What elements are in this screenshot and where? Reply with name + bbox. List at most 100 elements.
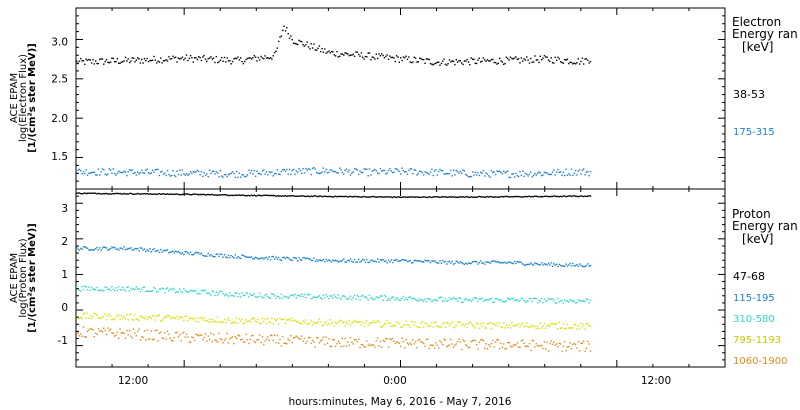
proton-point-310-580	[244, 294, 246, 296]
proton-point-795-1193	[535, 328, 537, 330]
electron-point-38-53	[150, 59, 152, 62]
proton-point-115-195	[482, 262, 485, 264]
proton-point-47-68	[480, 196, 482, 198]
proton-point-795-1193	[311, 324, 314, 326]
proton-point-115-195	[429, 261, 432, 264]
proton-point-47-68	[583, 195, 585, 198]
proton-point-795-1193	[89, 315, 91, 317]
proton-point-47-68	[497, 196, 499, 198]
proton-point-310-580	[151, 290, 154, 292]
proton-point-795-1193	[265, 323, 268, 325]
proton-legend-unit: [keV]	[742, 232, 773, 246]
proton-ytick-label: 0	[61, 302, 68, 314]
electron-ylabel-line: log(Electron Flux)	[18, 54, 29, 142]
proton-point-795-1193	[198, 321, 200, 323]
proton-point-1060-1900	[124, 337, 127, 339]
electron-point-38-53	[362, 56, 364, 58]
electron-point-175-315	[475, 174, 478, 176]
electron-point-38-53	[395, 55, 398, 57]
proton-point-795-1193	[202, 319, 204, 321]
electron-point-38-53	[166, 60, 169, 62]
proton-point-310-580	[443, 300, 445, 302]
proton-point-47-68	[305, 195, 307, 198]
proton-point-47-68	[419, 196, 421, 198]
electron-point-175-315	[139, 172, 142, 174]
proton-ylabel-line: log(Proton Flux)	[18, 238, 29, 317]
proton-point-115-195	[534, 262, 536, 264]
proton-point-47-68	[318, 195, 321, 197]
electron-point-38-53	[516, 58, 518, 60]
electron-point-175-315	[211, 170, 213, 173]
proton-point-47-68	[531, 195, 533, 198]
electron-point-38-53	[135, 59, 137, 61]
proton-point-115-195	[302, 257, 304, 259]
proton-point-47-68	[158, 193, 161, 195]
electron-ylabel-line: [1/(cm²s ster MeV)]	[27, 43, 38, 152]
proton-point-1060-1900	[137, 330, 139, 332]
proton-point-795-1193	[288, 318, 291, 320]
electron-point-38-53	[553, 62, 555, 64]
electron-point-38-53	[260, 55, 262, 58]
proton-point-47-68	[150, 193, 152, 195]
proton-point-47-68	[165, 193, 167, 195]
proton-point-795-1193	[189, 317, 192, 320]
proton-point-795-1193	[132, 319, 135, 321]
proton-point-1060-1900	[85, 336, 87, 338]
proton-point-795-1193	[245, 319, 247, 321]
proton-point-310-580	[507, 297, 509, 300]
proton-point-47-68	[333, 196, 335, 198]
proton-point-310-580	[142, 286, 144, 289]
proton-point-115-195	[189, 251, 192, 253]
proton-point-310-580	[211, 290, 213, 292]
electron-point-38-53	[583, 63, 585, 65]
electron-point-175-315	[560, 171, 562, 173]
proton-point-795-1193	[340, 319, 342, 321]
proton-point-47-68	[572, 195, 574, 197]
electron-point-175-315	[429, 171, 432, 173]
proton-point-115-195	[377, 258, 379, 260]
proton-point-47-68	[367, 196, 369, 198]
proton-point-1060-1900	[112, 332, 114, 334]
proton-point-310-580	[531, 300, 533, 303]
proton-point-310-580	[363, 296, 365, 298]
electron-point-38-53	[269, 57, 272, 59]
proton-point-47-68	[253, 194, 255, 196]
proton-point-310-580	[503, 300, 505, 303]
proton-point-47-68	[524, 195, 527, 198]
electron-point-38-53	[271, 58, 273, 60]
proton-point-47-68	[179, 193, 181, 196]
proton-point-310-580	[397, 298, 399, 300]
proton-point-795-1193	[261, 317, 264, 320]
proton-point-795-1193	[463, 325, 466, 328]
electron-point-38-53	[89, 59, 91, 61]
proton-point-115-195	[349, 258, 352, 260]
proton-point-795-1193	[435, 321, 437, 323]
electron-point-38-53	[199, 56, 201, 59]
proton-point-115-195	[371, 259, 373, 261]
proton-point-795-1193	[416, 325, 418, 328]
proton-point-1060-1900	[230, 336, 232, 339]
proton-point-1060-1900	[581, 342, 584, 344]
proton-point-115-195	[330, 261, 333, 263]
proton-point-795-1193	[419, 326, 421, 328]
proton-point-310-580	[385, 296, 387, 298]
electron-point-175-315	[185, 173, 188, 175]
proton-point-1060-1900	[587, 340, 589, 343]
proton-point-795-1193	[511, 322, 513, 324]
proton-point-1060-1900	[154, 329, 156, 332]
proton-point-1060-1900	[557, 346, 559, 348]
proton-point-115-195	[463, 263, 466, 266]
proton-point-47-68	[264, 194, 266, 197]
proton-point-310-580	[176, 291, 178, 293]
electron-point-175-315	[463, 170, 466, 172]
proton-point-115-195	[248, 256, 250, 258]
proton-point-310-580	[267, 295, 269, 298]
proton-point-115-195	[417, 260, 419, 262]
proton-point-1060-1900	[195, 333, 197, 335]
electron-point-175-315	[383, 169, 386, 172]
proton-point-47-68	[420, 196, 422, 199]
proton-point-1060-1900	[76, 332, 78, 334]
proton-point-47-68	[481, 196, 483, 198]
proton-point-115-195	[420, 260, 422, 263]
proton-point-1060-1900	[215, 340, 217, 342]
